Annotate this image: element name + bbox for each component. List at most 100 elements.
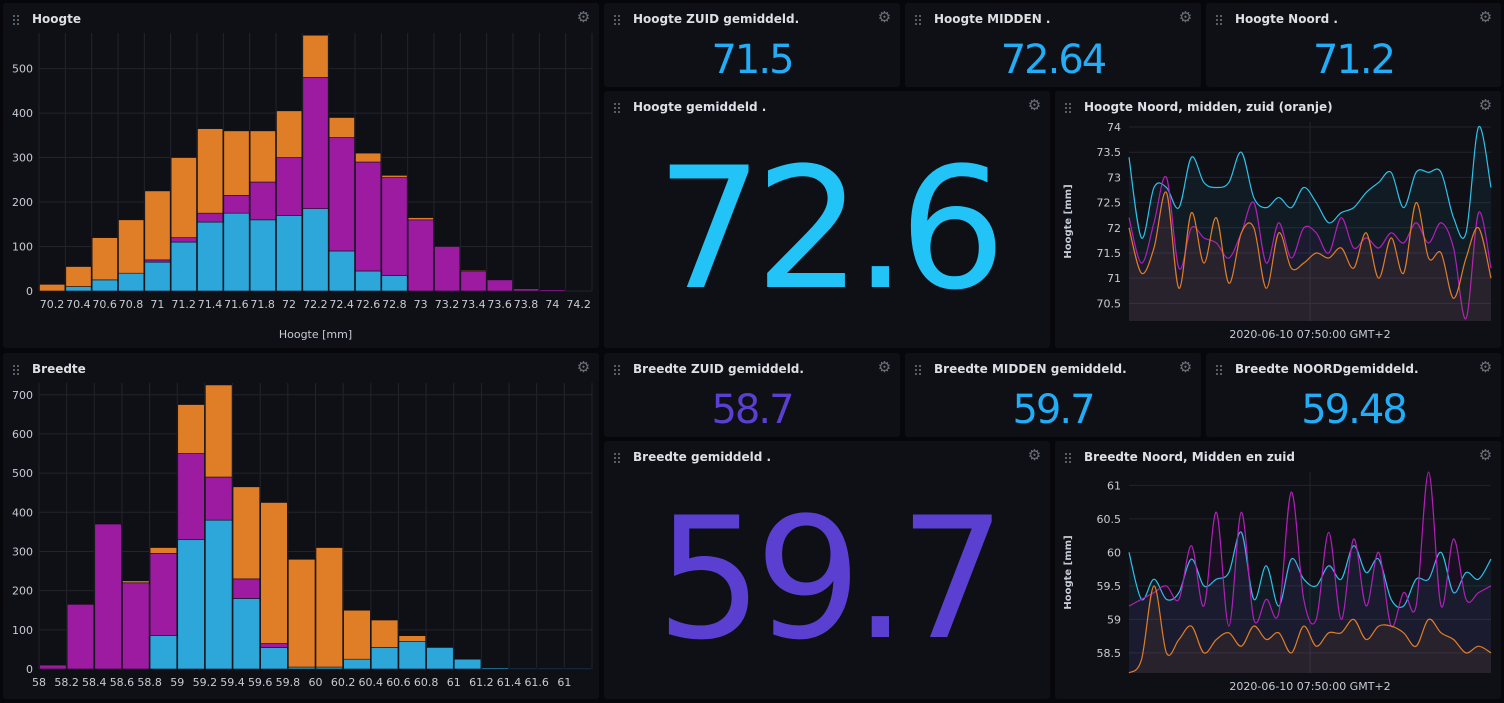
gear-icon[interactable]: ⚙ (1478, 8, 1493, 26)
bar (260, 647, 288, 670)
bar (149, 547, 178, 554)
breedte-gemiddeld-panel: Breedte gemiddeld . ⚙ 59.7 (604, 441, 1050, 699)
gear-icon[interactable]: ⚙ (1027, 96, 1042, 114)
bar (276, 110, 303, 158)
bar (381, 175, 408, 178)
bar (328, 117, 355, 138)
gear-icon[interactable]: ⚙ (1478, 446, 1493, 464)
bar (91, 237, 118, 281)
bar (170, 241, 197, 292)
y-tick-label: 60.5 (1097, 513, 1122, 526)
drag-handle-icon[interactable] (1216, 365, 1224, 375)
drag-handle-icon[interactable] (915, 365, 923, 375)
x-tick-label: 60.4 (359, 676, 384, 689)
series-line (1128, 585, 1492, 674)
y-tick-label: 300 (12, 152, 33, 165)
hoogte-midden-panel: Hoogte MIDDEN . ⚙ 72.64 (905, 3, 1201, 87)
panel-title: Breedte (32, 362, 86, 376)
stat-value: 59.7 (1012, 387, 1095, 433)
x-tick-label: 72.8 (382, 298, 407, 311)
y-tick-label: 59 (1107, 613, 1121, 626)
drag-handle-icon[interactable] (614, 15, 622, 25)
bar (149, 635, 178, 670)
y-tick-label: 300 (12, 545, 33, 558)
gear-icon[interactable]: ⚙ (576, 8, 591, 26)
bar (355, 161, 382, 272)
gear-icon[interactable]: ⚙ (1478, 358, 1493, 376)
bar (232, 598, 261, 670)
x-tick-label: 71.4 (198, 298, 223, 311)
panel-title: Breedte MIDDEN gemiddeld. (934, 362, 1127, 376)
bar (39, 284, 66, 292)
bar (407, 219, 434, 292)
bar (118, 272, 145, 292)
x-tick-label: 59.2 (193, 676, 218, 689)
x-tick-label: 74.2 (566, 298, 591, 311)
drag-handle-icon[interactable] (614, 365, 622, 375)
stat-value: 58.7 (711, 387, 794, 433)
drag-handle-icon[interactable] (1065, 103, 1073, 113)
hoogte-line-chart: 70.5 71 71.5 72 72.5 73 73.5 74 2020-06-10 07:50… (1063, 121, 1492, 341)
panel-title: Hoogte ZUID gemiddeld. (633, 12, 800, 26)
x-axis-label: 2020-06-10 07:50:00 GMT+2 (1229, 680, 1390, 693)
gear-icon[interactable]: ⚙ (877, 8, 892, 26)
drag-handle-icon[interactable] (1065, 453, 1073, 463)
x-tick-label: 70.8 (119, 298, 144, 311)
bar (302, 208, 329, 292)
bar (276, 215, 303, 292)
bar (205, 384, 233, 478)
x-tick-label: 71.8 (250, 298, 275, 311)
gear-icon[interactable]: ⚙ (1178, 358, 1193, 376)
bar (536, 667, 565, 670)
bar (149, 553, 178, 636)
gear-icon[interactable]: ⚙ (576, 358, 591, 376)
x-tick-label: 72.4 (329, 298, 354, 311)
y-tick-label: 73.5 (1097, 146, 1122, 159)
bar (249, 219, 276, 292)
bar (122, 582, 150, 670)
breedte-histogram: 0 100 200 300 400 500 600 700 58 58.2 58.4 58.6 58.8… (12, 383, 593, 689)
bar (486, 279, 513, 292)
x-tick-label: 73.8 (514, 298, 539, 311)
series-line (1128, 531, 1492, 609)
bar (381, 275, 408, 292)
drag-handle-icon[interactable] (1216, 15, 1224, 25)
gear-icon[interactable]: ⚙ (877, 358, 892, 376)
panel-title: Hoogte MIDDEN . (934, 12, 1051, 26)
bar (460, 269, 487, 272)
y-tick-label: 500 (12, 467, 33, 480)
x-axis-label: Hoogte [mm] (279, 328, 352, 341)
drag-handle-icon[interactable] (13, 365, 21, 375)
x-tick-label: 73.6 (487, 298, 512, 311)
drag-handle-icon[interactable] (614, 453, 622, 463)
bar (370, 619, 399, 648)
bar (460, 270, 487, 292)
bar (66, 604, 95, 670)
drag-handle-icon[interactable] (13, 15, 21, 25)
y-tick-label: 70.5 (1097, 297, 1122, 310)
bar (355, 152, 382, 163)
y-tick-label: 400 (12, 506, 33, 519)
series-area (1129, 585, 1491, 673)
bar (91, 279, 118, 292)
series-line (1128, 126, 1492, 239)
gear-icon[interactable]: ⚙ (1027, 446, 1042, 464)
stat-value-large: 59.7 (655, 481, 1006, 677)
bar (539, 289, 566, 292)
panel-title: Breedte NOORDgemiddeld. (1235, 362, 1419, 376)
series-area (1129, 531, 1491, 673)
y-tick-label: 700 (12, 389, 33, 402)
bar (65, 286, 92, 292)
bar (398, 635, 426, 642)
hoogte-line-panel: Hoogte Noord, midden, zuid (oranje) ⚙ 70… (1055, 91, 1501, 348)
drag-handle-icon[interactable] (915, 15, 923, 25)
x-tick-label: 59 (170, 676, 184, 689)
x-tick-label: 59.8 (276, 676, 301, 689)
x-tick-label: 58.2 (54, 676, 79, 689)
bar (260, 502, 288, 644)
gear-icon[interactable]: ⚙ (1178, 8, 1193, 26)
gear-icon[interactable]: ⚙ (1478, 96, 1493, 114)
panel-title: Hoogte (32, 12, 81, 26)
drag-handle-icon[interactable] (614, 103, 622, 113)
series-area (1129, 126, 1491, 321)
